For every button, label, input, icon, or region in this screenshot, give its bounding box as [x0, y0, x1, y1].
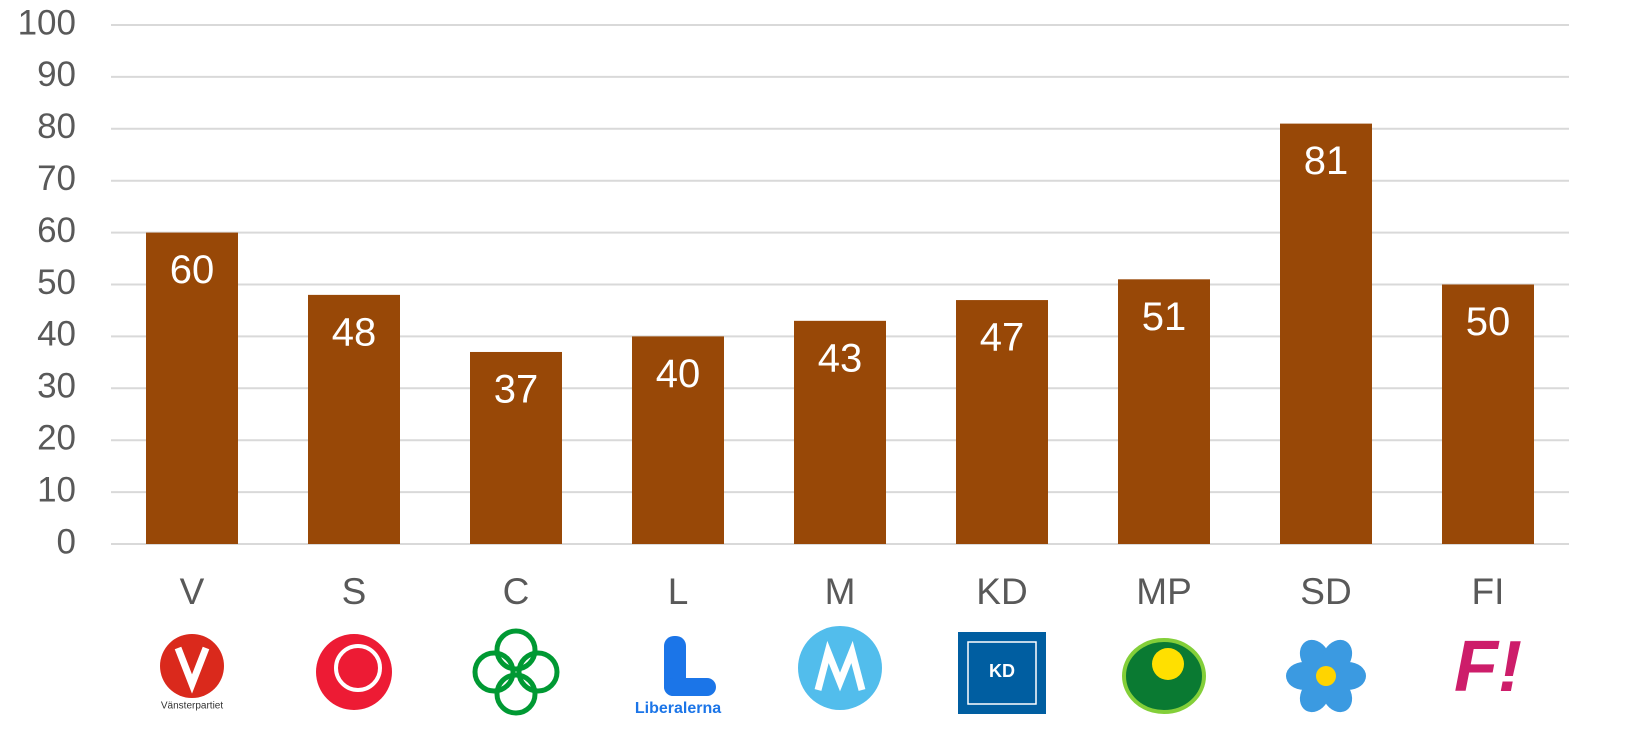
data-label: 50 — [1466, 300, 1511, 344]
logo-shape — [472, 650, 516, 694]
x-tick-label: M — [825, 571, 856, 612]
party-logo — [472, 628, 560, 716]
x-tick-label: L — [668, 571, 689, 612]
logo-shape — [1152, 648, 1184, 680]
x-tick-label: FI — [1472, 571, 1505, 612]
data-label: 37 — [494, 368, 539, 412]
y-tick-label: 40 — [37, 315, 76, 354]
party-logo: KD — [958, 632, 1046, 714]
x-tick-label: C — [503, 571, 530, 612]
y-tick-label: 90 — [37, 55, 76, 94]
data-label: 47 — [980, 316, 1025, 360]
x-tick-label: MP — [1136, 571, 1192, 612]
logo-shape — [967, 641, 1037, 705]
data-label: 43 — [818, 336, 863, 380]
bar — [632, 336, 724, 544]
logo-shape — [516, 650, 560, 694]
party-logo — [1122, 638, 1206, 714]
y-tick-label: 80 — [37, 107, 76, 146]
logo-shape — [814, 640, 866, 692]
y-tick-label: 10 — [37, 470, 76, 509]
logo-text: Vänsterpartiet — [161, 701, 223, 712]
bar — [794, 320, 886, 544]
y-tick-label: 100 — [18, 3, 76, 42]
logo-shape — [494, 628, 538, 672]
data-label: 48 — [332, 310, 377, 354]
data-label: 51 — [1142, 295, 1187, 339]
logo-shape — [334, 644, 382, 692]
logo-shape — [174, 646, 210, 694]
party-logo: Vänsterpartiet — [160, 634, 224, 712]
logo-text: Liberalerna — [635, 700, 721, 717]
logo-text: F! — [1454, 627, 1522, 707]
party-logo: F! — [1454, 627, 1522, 707]
logo-shape — [664, 678, 716, 696]
y-tick-label: 70 — [37, 159, 76, 198]
bar — [1118, 279, 1210, 544]
x-tick-label: V — [180, 571, 205, 612]
party-logo: Liberalerna — [635, 636, 721, 717]
x-tick-label: SD — [1300, 571, 1351, 612]
y-tick-label: 60 — [37, 211, 76, 250]
party-logo — [316, 634, 392, 710]
bar — [1442, 284, 1534, 544]
x-tick-label: S — [342, 571, 367, 612]
y-tick-label: 20 — [37, 418, 76, 457]
bar — [1280, 123, 1372, 545]
logo-shape — [958, 632, 1046, 714]
logo-shape — [1316, 666, 1336, 686]
party-logo — [798, 626, 882, 710]
logo-shape — [1321, 639, 1353, 675]
bar — [956, 300, 1048, 544]
logo-shape — [1321, 677, 1353, 713]
data-label: 81 — [1304, 139, 1349, 183]
logo-shape — [798, 626, 882, 710]
party-logo — [1286, 639, 1366, 713]
x-tick-label: KD — [976, 571, 1027, 612]
data-label: 60 — [170, 248, 215, 292]
bar — [308, 294, 400, 544]
logo-shape — [494, 672, 538, 716]
y-tick-label: 30 — [37, 367, 76, 406]
logo-text: KD — [989, 661, 1015, 681]
bar — [146, 232, 238, 544]
data-label: 40 — [656, 352, 701, 396]
y-tick-label: 0 — [57, 522, 76, 561]
bar — [470, 351, 562, 544]
y-tick-label: 50 — [37, 263, 76, 302]
logo-shape — [1299, 639, 1331, 675]
